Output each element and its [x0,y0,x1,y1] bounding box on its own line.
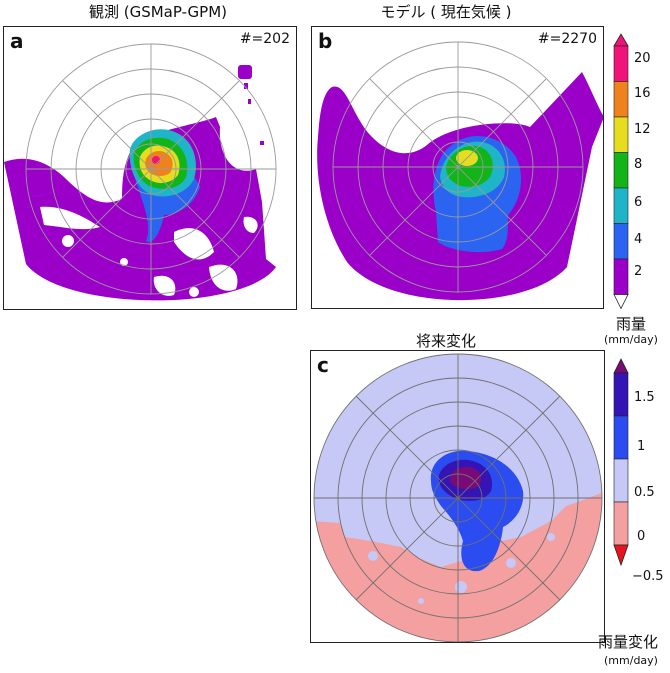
c-grid [313,353,603,642]
cbtop-max-triangle [613,33,629,47]
cbtop-tick-2: 2 [634,264,643,279]
panel-a-map [4,43,277,301]
cbbot-tick-05: 0.5 [634,485,655,500]
c-negative-gaps [368,533,555,604]
colorbar-top-title: 雨量 [615,315,646,333]
panel-b-label: b [318,29,333,53]
a-rain-peak [152,156,160,164]
cbtop-swatch-4 [613,116,629,153]
colorbar-top [613,33,629,310]
cbtop-tick-6: 6 [634,195,643,210]
a-scatter [209,65,264,145]
cbbot-min-triangle [613,544,629,567]
colorbar-bottom [613,358,629,567]
cbtop-swatch-5 [613,81,629,118]
colorbar-top-unit: (mm/day) [604,333,658,346]
b-grid [332,41,584,293]
cbbot-tick-m05: −0.5 [632,569,664,584]
cbtop-min-triangle [613,294,629,310]
cbtop-tick-4: 4 [634,232,643,247]
a-rain-orange [145,151,173,176]
panel-c: c [310,350,605,643]
cbbot-max-triangle [613,358,629,374]
panel-a-count: #=202 [239,31,290,47]
colorbar-bottom-unit: (mm/day) [604,654,658,667]
cbtop-tick-16: 16 [634,86,651,101]
cbtop-tick-12: 12 [634,122,651,137]
cbbot-swatch-2 [613,415,629,460]
cbbot-swatch-0 [613,501,629,546]
cbtop-tick-20: 20 [634,51,651,66]
cbbot-swatch-3 [613,372,629,417]
panel-a-label: a [10,29,24,53]
a-grid [25,43,277,295]
panel-b-map [317,41,603,301]
panel-b-title: モデル ( 現在気候 ) [380,3,512,21]
cbtop-tick-8: 8 [634,157,643,172]
panel-b: b #=2270 [311,26,604,309]
c-negative-band [314,491,602,642]
colorbar-bottom-title: 雨量変化 [597,633,658,651]
a-gaps [40,206,258,297]
cbbot-tick-1: 1 [637,439,646,454]
panel-a-title: 観測 (GSMaP-GPM) [88,3,228,21]
cbbot-tick-0: 0 [637,529,646,544]
cbtop-swatch-2 [613,187,629,224]
cbbot-swatch-1 [613,458,629,503]
cbtop-swatch-6 [613,45,629,82]
cbtop-swatch-0 [613,258,629,295]
panel-c-title: 将来変化 [415,332,476,350]
cbbot-tick-15: 1.5 [634,390,655,405]
cbtop-swatch-1 [613,223,629,260]
panel-a: a #=202 [3,26,297,310]
panel-c-label: c [317,353,329,377]
panel-c-map [313,353,603,642]
cbtop-swatch-3 [613,152,629,189]
panel-b-count: #=2270 [537,31,597,47]
